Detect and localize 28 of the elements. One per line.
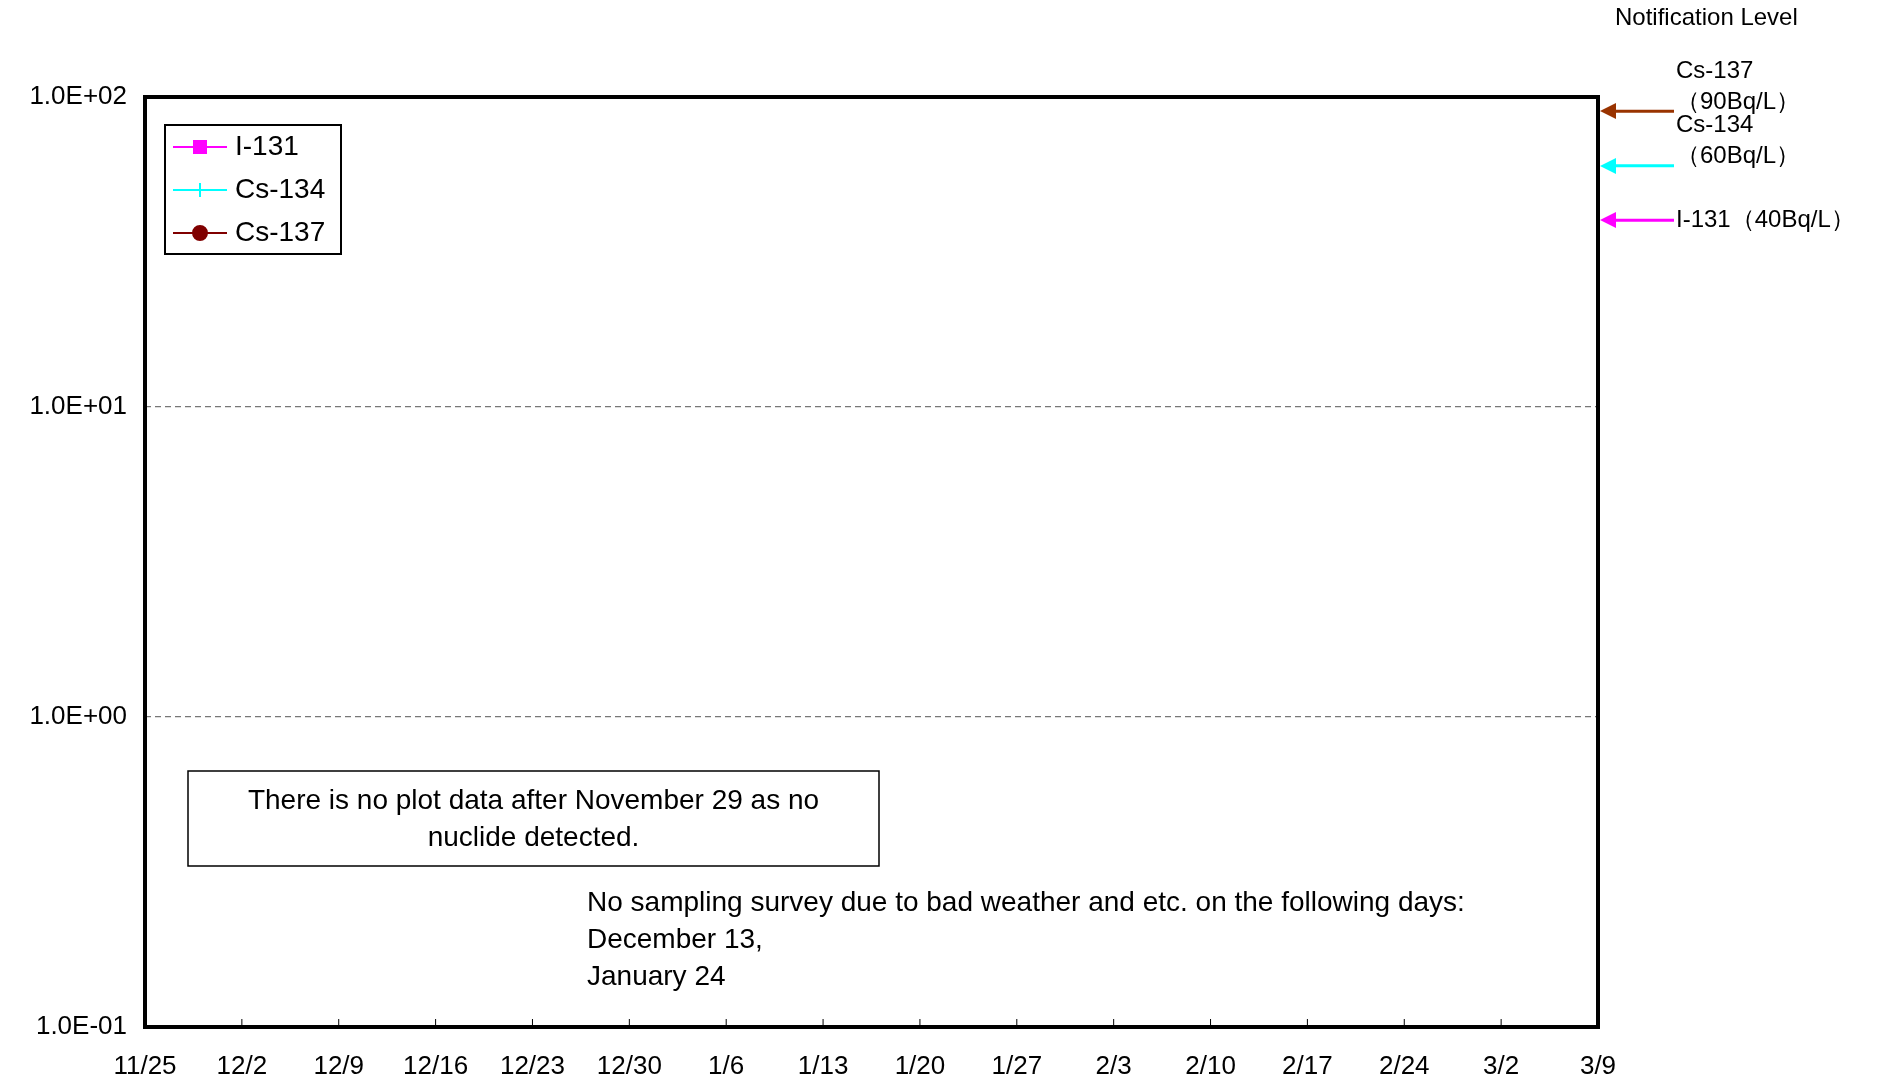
y-tick-label: 1.0E+01: [29, 390, 127, 421]
x-tick-label: 1/6: [708, 1049, 745, 1080]
ref-line-label: I-131（40Bq/L）: [1676, 204, 1855, 232]
y-tick-label: 1.0E+02: [29, 80, 127, 111]
x-tick-label: 3/2: [1483, 1049, 1520, 1080]
x-tick-label: 12/30: [596, 1049, 662, 1080]
x-tick-label: 12/2: [216, 1049, 268, 1080]
x-tick-label: 11/25: [113, 1049, 177, 1080]
x-tick-label: 12/23: [499, 1049, 566, 1080]
x-tick-label: 3/9: [1579, 1049, 1617, 1080]
x-tick-label: 2/3: [1095, 1049, 1132, 1080]
x-tick-label: 12/16: [403, 1049, 469, 1080]
text: Notification Level: [1615, 2, 1798, 30]
x-tick-label: 2/24: [1378, 1049, 1430, 1080]
y-tick-label: 1.0E-01: [35, 1010, 127, 1041]
legend-label: Cs-137: [235, 215, 326, 247]
x-tick-label: 2/17: [1282, 1049, 1333, 1080]
legend-label: Cs-134: [235, 172, 326, 204]
x-tick-label: 12/9: [313, 1049, 365, 1080]
annotation: No sampling survey due to bad weather and etc. on the following days: December 13, January 24: [587, 885, 1465, 991]
x-tick-label: 1/13: [797, 1049, 849, 1080]
x-tick-label: 2/10: [1185, 1049, 1236, 1080]
y-tick-label: 1.0E+00: [29, 700, 127, 731]
annotation: There is no plot data after November 29 as no nuclide detected.: [247, 783, 820, 852]
legend-label: I-131: [235, 129, 299, 161]
x-tick-label: 1/20: [894, 1049, 946, 1080]
x-tick-label: 1/27: [991, 1049, 1043, 1080]
ref-line-label: Cs-137 （90Bq/L）: [1676, 55, 1801, 114]
